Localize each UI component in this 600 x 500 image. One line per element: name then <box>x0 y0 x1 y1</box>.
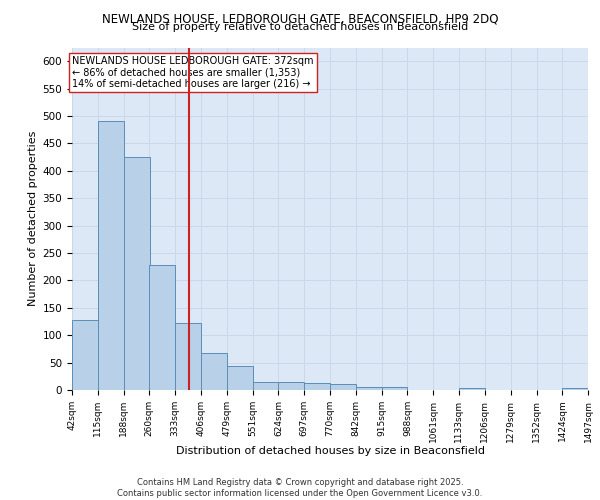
Bar <box>330 384 356 390</box>
Bar <box>227 366 253 390</box>
Bar <box>459 388 485 390</box>
Bar <box>124 157 149 390</box>
Bar <box>304 384 330 390</box>
X-axis label: Distribution of detached houses by size in Beaconsfield: Distribution of detached houses by size … <box>176 446 485 456</box>
Bar <box>149 265 175 390</box>
Bar <box>201 354 227 390</box>
Bar <box>72 320 98 390</box>
Bar <box>175 323 201 390</box>
Text: Contains HM Land Registry data © Crown copyright and database right 2025.
Contai: Contains HM Land Registry data © Crown c… <box>118 478 482 498</box>
Bar <box>253 382 278 390</box>
Bar <box>562 388 588 390</box>
Text: NEWLANDS HOUSE LEDBOROUGH GATE: 372sqm
← 86% of detached houses are smaller (1,3: NEWLANDS HOUSE LEDBOROUGH GATE: 372sqm ←… <box>73 56 314 89</box>
Bar <box>98 122 124 390</box>
Bar <box>278 382 304 390</box>
Text: NEWLANDS HOUSE, LEDBOROUGH GATE, BEACONSFIELD, HP9 2DQ: NEWLANDS HOUSE, LEDBOROUGH GATE, BEACONS… <box>102 12 498 26</box>
Bar <box>356 386 382 390</box>
Bar <box>382 388 407 390</box>
Y-axis label: Number of detached properties: Number of detached properties <box>28 131 38 306</box>
Text: Size of property relative to detached houses in Beaconsfield: Size of property relative to detached ho… <box>132 22 468 32</box>
